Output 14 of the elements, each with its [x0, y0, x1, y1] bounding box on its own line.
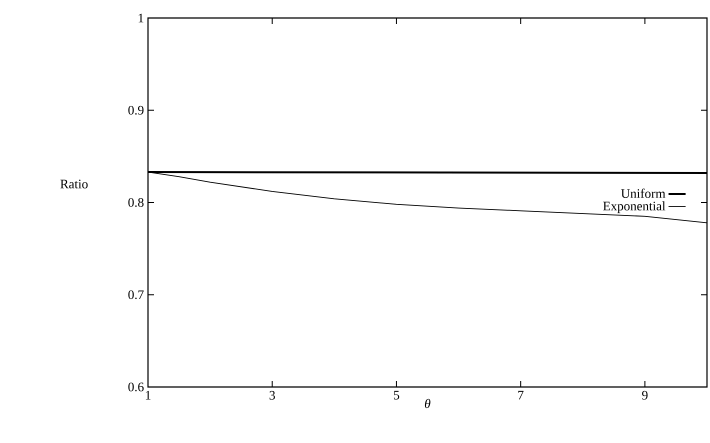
y-tick-label: 0.8 [128, 198, 144, 207]
y-tick-label: 0.6 [128, 382, 144, 392]
legend-label: Exponential [603, 201, 666, 214]
x-tick-label: 9 [642, 390, 648, 400]
x-tick-label: 7 [518, 390, 524, 400]
y-axis-title: Ratio [60, 180, 88, 188]
legend-label: Uniform [621, 188, 666, 198]
x-tick-label: 1 [146, 390, 150, 400]
x-tick-label: 3 [270, 390, 275, 400]
x-axis-title: θ [424, 398, 430, 408]
x-tick-label: 5 [394, 390, 400, 400]
y-tick-label: 0.9 [128, 106, 144, 115]
y-tick-label: 1 [138, 14, 144, 22]
y-tick-label: 0.7 [128, 290, 144, 300]
